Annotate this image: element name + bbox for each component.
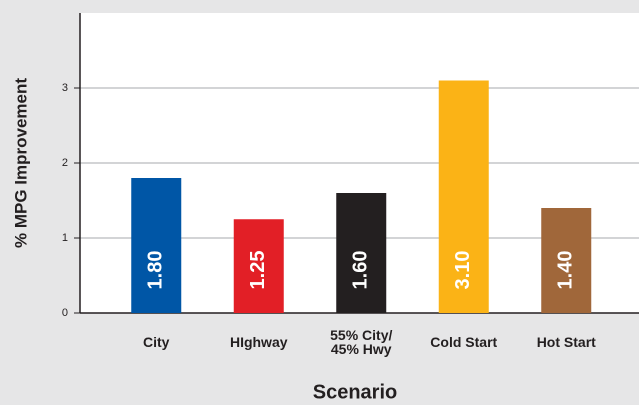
value-label: 1.40 <box>555 251 577 290</box>
x-tick-label: Cold Start <box>430 334 497 350</box>
x-tick-label: 55% City/45% Hwy <box>330 327 392 357</box>
bar <box>541 208 592 313</box>
bar <box>131 178 182 313</box>
value-label: 1.80 <box>145 251 167 290</box>
x-tick-label: Hot Start <box>537 334 596 350</box>
y-tick-label: 2 <box>62 157 68 169</box>
x-axis-label: Scenario <box>313 381 397 403</box>
y-axis-label: % MPG Improvement <box>11 78 30 248</box>
y-tick-label: 1 <box>62 232 68 244</box>
y-tick-label: 3 <box>62 82 68 94</box>
value-label: 1.60 <box>350 251 372 290</box>
x-tick-label: City <box>143 334 170 350</box>
x-tick-label: HIghway <box>230 334 288 350</box>
bar <box>438 80 489 313</box>
y-tick-label: 0 <box>62 307 68 319</box>
bar <box>233 219 284 313</box>
bar <box>336 193 387 313</box>
value-label: 1.25 <box>247 251 269 290</box>
value-label: 3.10 <box>452 251 474 290</box>
